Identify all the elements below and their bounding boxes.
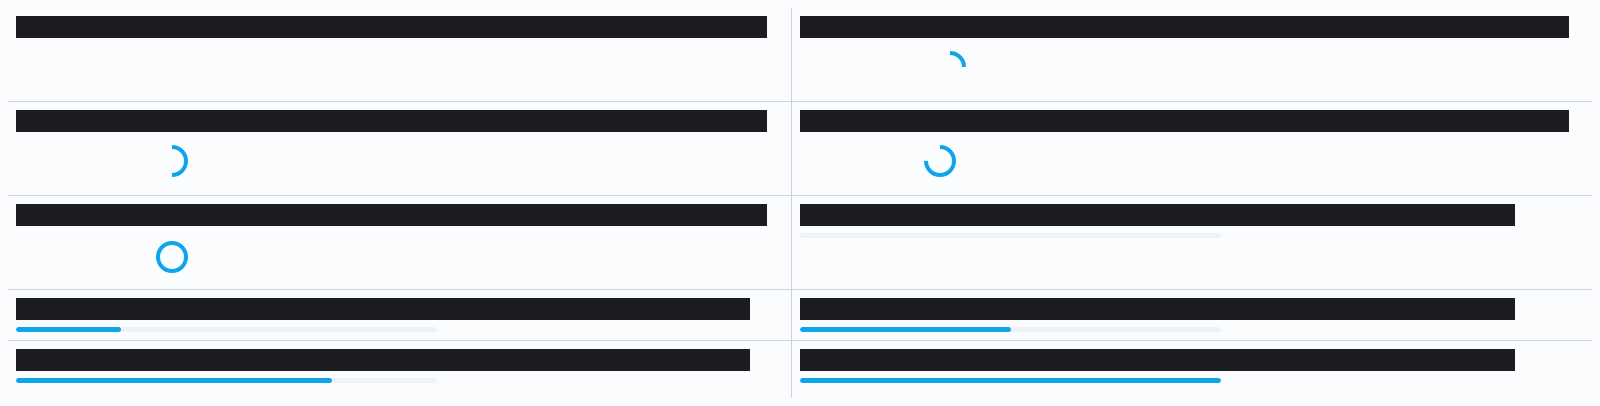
- row-divider: [8, 195, 1592, 196]
- progress-spinner: [924, 145, 956, 177]
- label-placeholder-bar: [800, 298, 1515, 320]
- label-placeholder-bar: [800, 204, 1515, 226]
- indicator-cell: [792, 196, 1592, 289]
- spinner-arc: [156, 145, 188, 177]
- progress-track: [800, 327, 1221, 332]
- progress-track: [16, 327, 437, 332]
- progress-fill: [800, 378, 1221, 383]
- row-divider: [8, 101, 1592, 102]
- label-placeholder-bar: [16, 349, 750, 371]
- indicator-cell: [8, 102, 791, 195]
- spinner-arc: [924, 145, 956, 177]
- progress-track: [16, 378, 437, 383]
- indicator-cell: [792, 290, 1592, 340]
- row-divider: [8, 289, 1592, 290]
- indicator-cell: [8, 341, 791, 398]
- label-placeholder-bar: [800, 110, 1569, 132]
- progress-spinner: [156, 241, 188, 273]
- label-placeholder-bar: [16, 204, 767, 226]
- label-placeholder-bar: [16, 298, 750, 320]
- progress-track: [800, 233, 1221, 238]
- label-placeholder-bar: [16, 16, 767, 38]
- progress-fill: [16, 378, 332, 383]
- progress-spinner: [156, 145, 188, 177]
- progress-track: [800, 378, 1221, 383]
- indicator-cell: [792, 341, 1592, 398]
- column-divider: [791, 8, 792, 398]
- label-placeholder-bar: [800, 16, 1569, 38]
- spinner-arc: [156, 241, 188, 273]
- indicator-cell: [792, 102, 1592, 195]
- label-placeholder-bar: [16, 110, 767, 132]
- label-placeholder-bar: [800, 349, 1515, 371]
- indicator-cell: [8, 290, 791, 340]
- spinner-arc: [934, 51, 966, 83]
- progress-indicator-grid: [8, 8, 1592, 398]
- indicator-cell: [792, 8, 1592, 101]
- progress-fill: [800, 327, 1011, 332]
- row-divider: [8, 340, 1592, 341]
- progress-fill: [16, 327, 122, 332]
- progress-spinner: [934, 51, 966, 83]
- indicator-cell: [8, 8, 791, 101]
- indicator-cell: [8, 196, 791, 289]
